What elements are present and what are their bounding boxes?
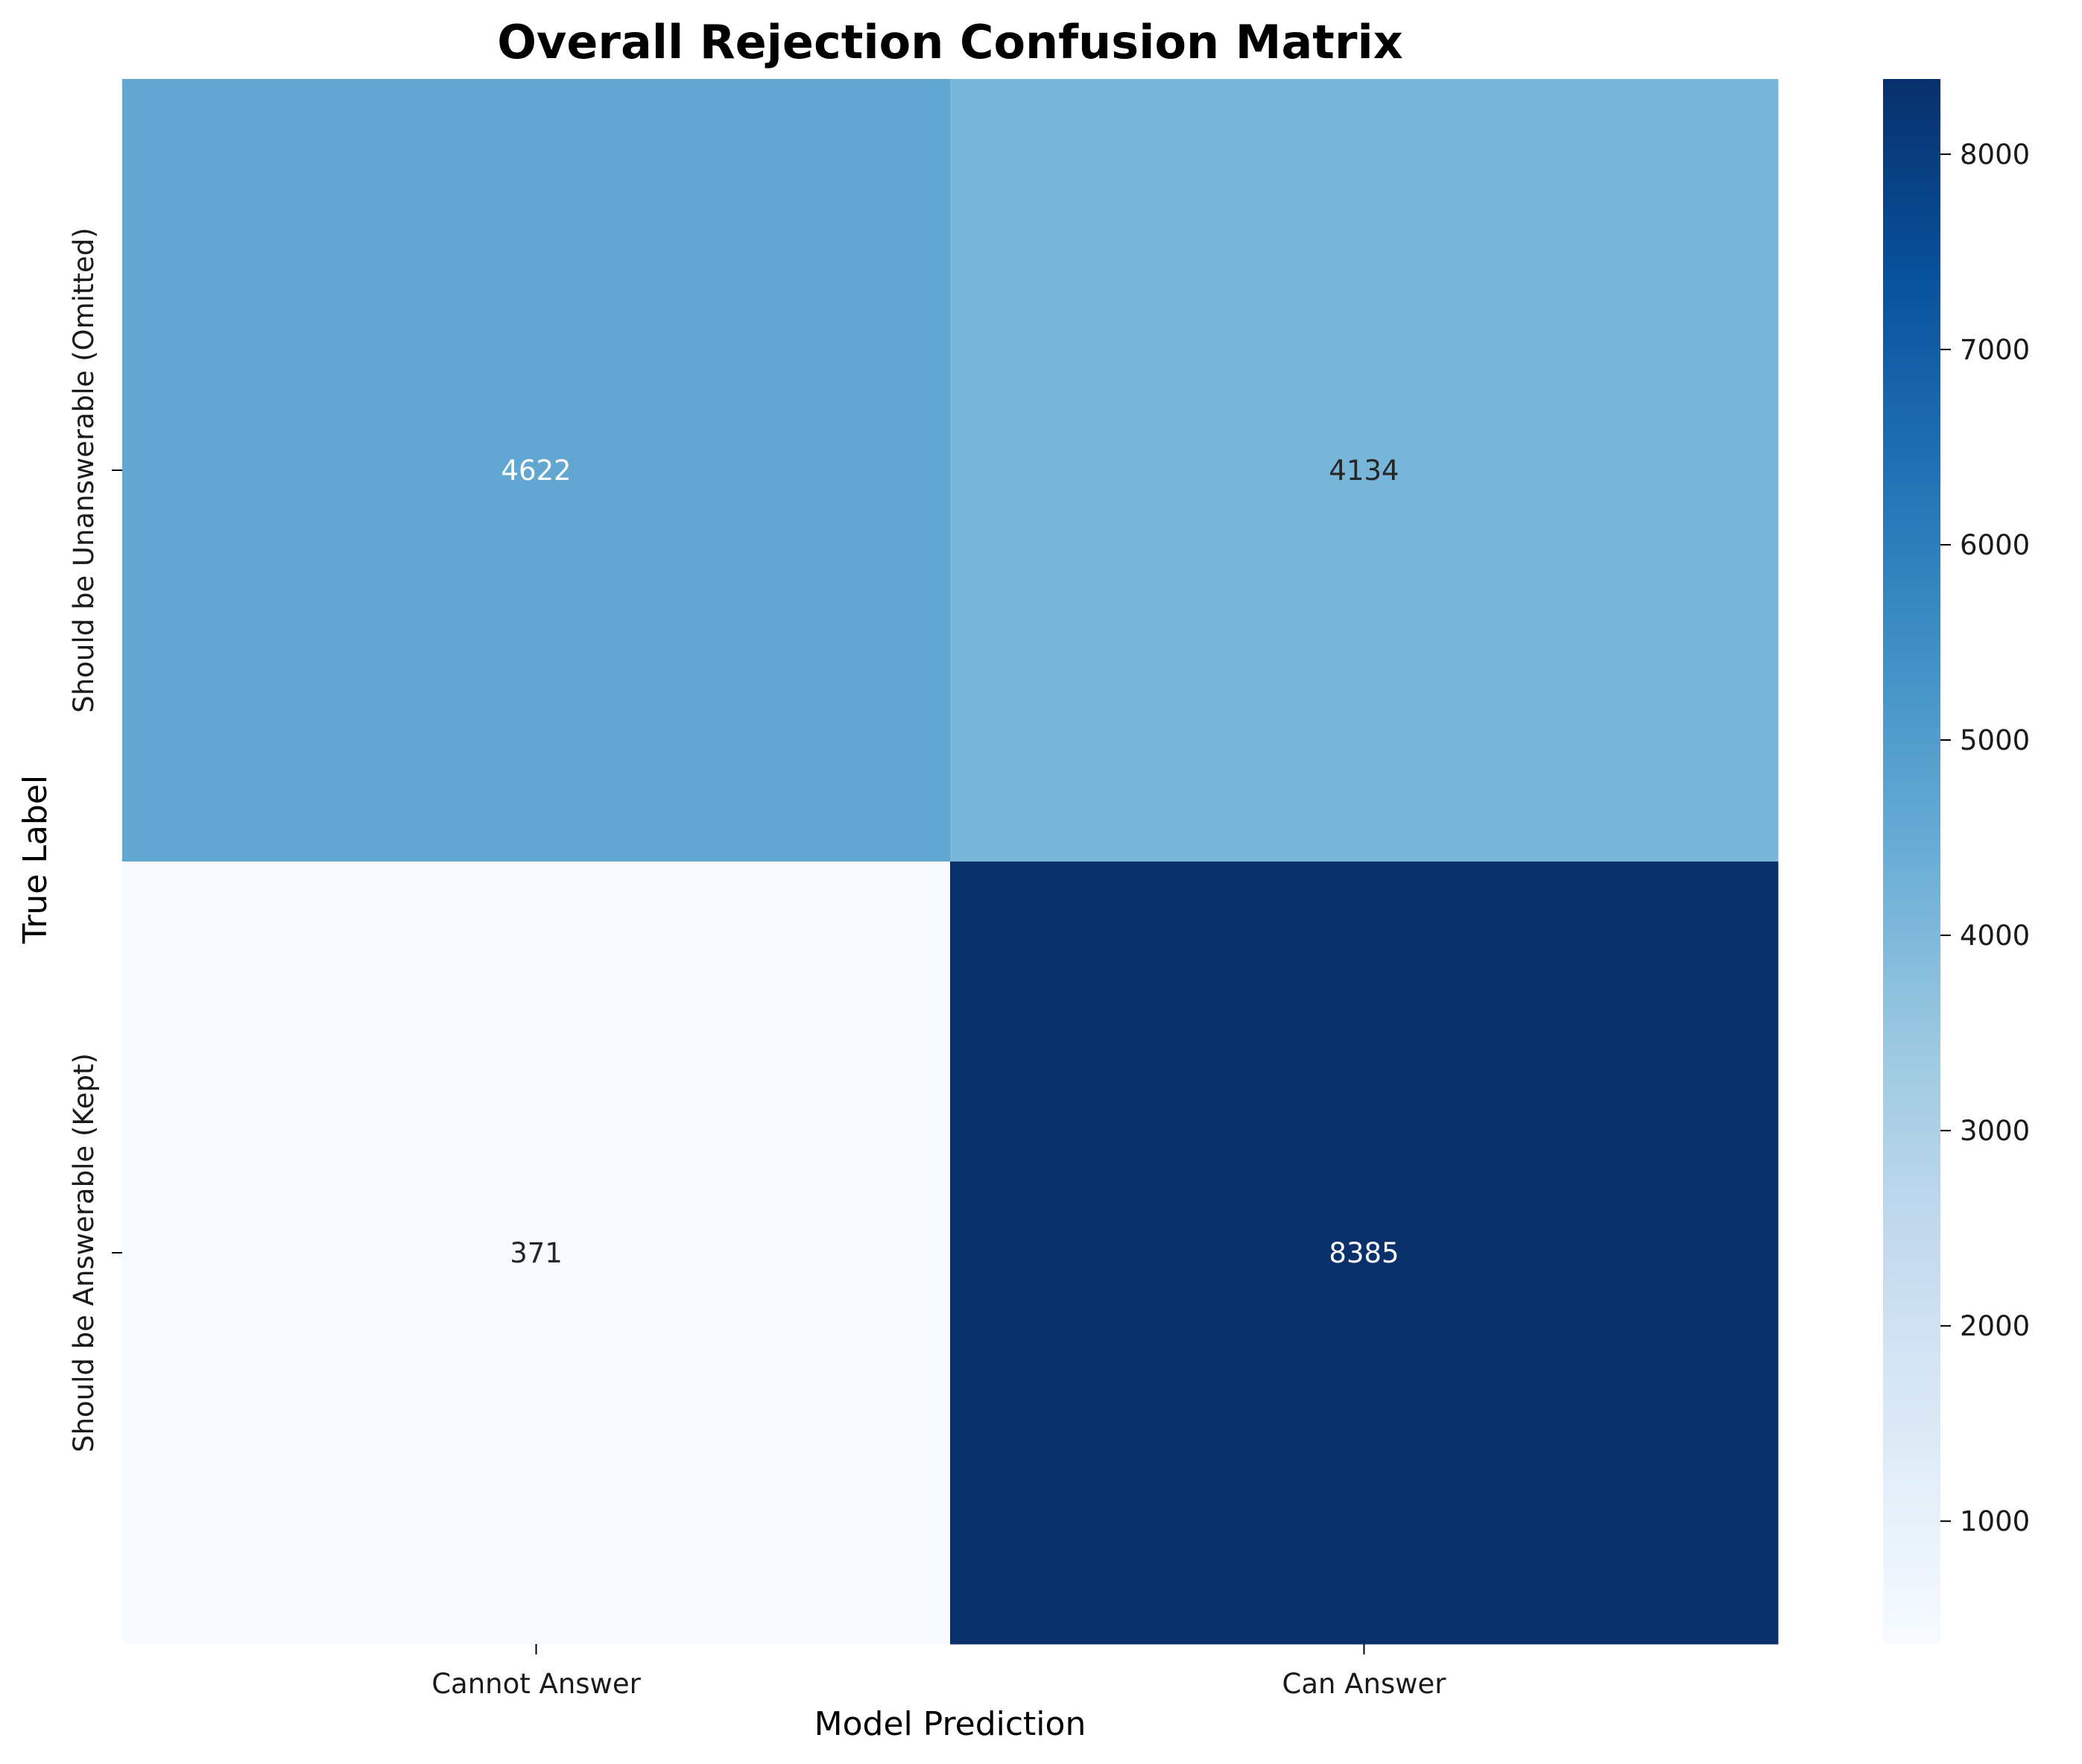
y-tick-label-1: Should be Answerable (Kept) (68, 1053, 100, 1452)
y-axis-label: True Label (16, 775, 54, 944)
cell-value-label-r0-c1: 4134 (1329, 455, 1399, 487)
colorbar-tick-label-1: 2000 (1960, 1310, 2030, 1342)
colorbar-tick-label-3: 4000 (1960, 920, 2030, 952)
colorbar-ticks: 1000 2000 3000 4000 5000 6000 7000 8000 (1940, 139, 2030, 1537)
x-tick-label-0: Cannot Answer (431, 1668, 641, 1700)
heatmap-cells (122, 79, 1779, 1645)
colorbar-tick-label-4: 5000 (1960, 724, 2030, 756)
colorbar-tick-label-6: 7000 (1960, 334, 2030, 366)
x-axis-label: Model Prediction (814, 1705, 1086, 1743)
cell-value-label-r1-c0: 371 (510, 1237, 563, 1269)
heatmap-cell-r0-c0 (122, 79, 951, 862)
colorbar (1883, 79, 1940, 1644)
heatmap-cell-r1-c0 (122, 862, 951, 1645)
cell-value-label-r0-c0: 4622 (501, 455, 571, 487)
colorbar-tick-label-0: 1000 (1960, 1505, 2030, 1537)
chart-title: Overall Rejection Confusion Matrix (497, 15, 1403, 69)
heatmap-cell-r0-c1 (950, 79, 1779, 862)
heatmap-cell-labels: 4622 4134 371 8385 (501, 455, 1399, 1269)
colorbar-gradient (1883, 79, 1940, 1644)
y-axis-ticks: Should be Unanswerable (Omitted) Should b… (68, 227, 122, 1452)
colorbar-tick-label-5: 6000 (1960, 529, 2030, 561)
colorbar-tick-label-2: 3000 (1960, 1115, 2030, 1147)
y-tick-label-0: Should be Unanswerable (Omitted) (68, 227, 100, 712)
heatmap-cell-r1-c1 (950, 862, 1779, 1645)
x-tick-label-1: Can Answer (1282, 1668, 1447, 1700)
colorbar-tick-label-7: 8000 (1960, 139, 2030, 171)
cell-value-label-r1-c1: 8385 (1329, 1237, 1399, 1269)
x-axis-ticks: Cannot Answer Can Answer (431, 1644, 1446, 1700)
